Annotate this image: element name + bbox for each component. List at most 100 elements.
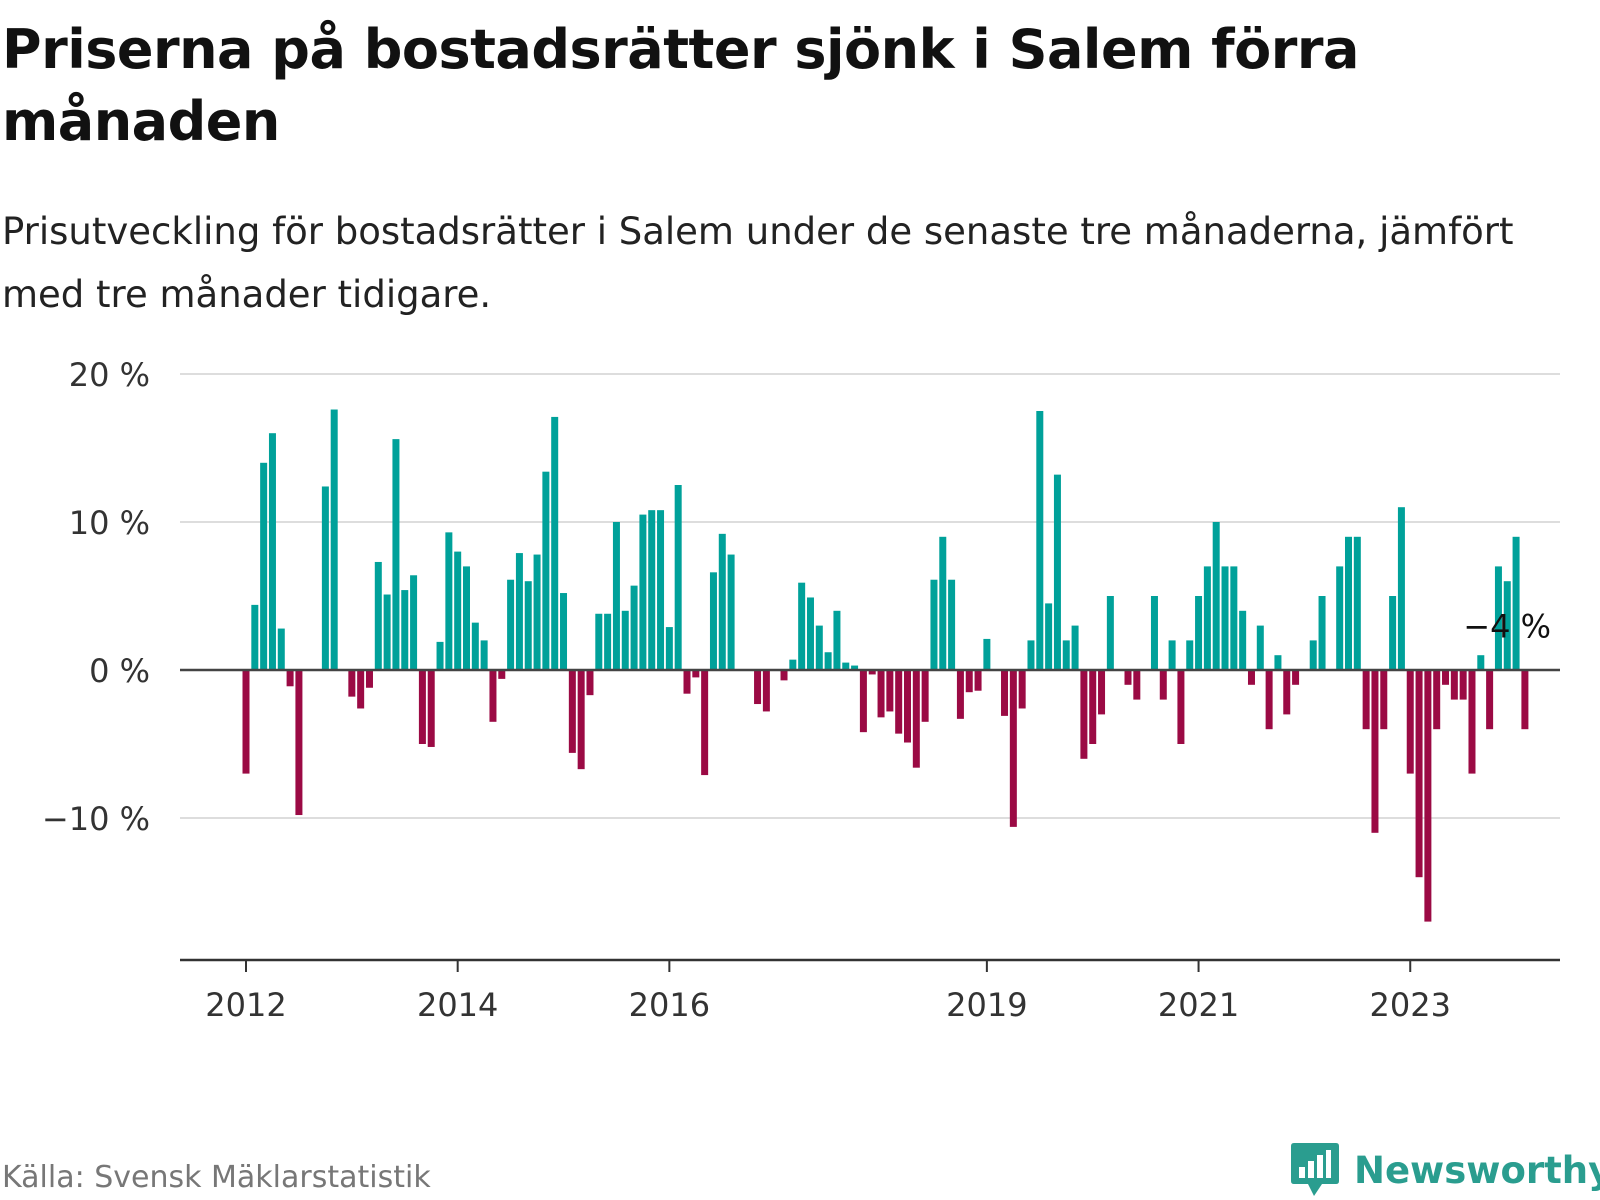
bar xyxy=(798,582,806,670)
bar xyxy=(1459,670,1467,700)
bar xyxy=(833,610,841,670)
bar xyxy=(1477,655,1485,670)
bar xyxy=(1062,640,1070,670)
bar xyxy=(1221,566,1229,670)
bars xyxy=(242,409,1529,922)
bar xyxy=(665,627,673,670)
grid-lines xyxy=(180,373,1560,819)
bar xyxy=(568,670,576,753)
bar xyxy=(780,670,788,681)
bar xyxy=(427,670,435,747)
x-axis-ticks: 2012 2014 2016 2019 2021 2023 xyxy=(205,960,1451,1024)
bar xyxy=(383,594,391,670)
bar xyxy=(401,590,409,670)
bar xyxy=(1424,670,1432,922)
bar xyxy=(1442,670,1450,685)
bar xyxy=(295,670,303,816)
bar xyxy=(1124,670,1132,685)
bar xyxy=(348,670,356,697)
bar xyxy=(1353,536,1361,670)
bar xyxy=(1009,670,1017,827)
y-tick-label: 0 % xyxy=(89,652,150,690)
bar xyxy=(365,670,373,688)
bar xyxy=(577,670,585,770)
bar xyxy=(912,670,920,768)
source-note: Källa: Svensk Mäklarstatistik xyxy=(2,1160,431,1195)
bar xyxy=(489,670,497,722)
bar xyxy=(1053,474,1061,670)
bar xyxy=(560,593,568,670)
bar xyxy=(1274,655,1282,670)
bar xyxy=(718,533,726,670)
bar xyxy=(1406,670,1414,774)
bar xyxy=(1018,670,1026,709)
bar xyxy=(824,652,832,670)
bar xyxy=(877,670,885,718)
bar xyxy=(1195,596,1203,670)
bar xyxy=(1450,670,1458,700)
bar xyxy=(1433,670,1441,730)
bar xyxy=(974,670,982,691)
x-tick-label: 2023 xyxy=(1370,986,1451,1024)
bar xyxy=(948,579,956,670)
bar xyxy=(515,553,523,670)
bar xyxy=(1212,522,1220,670)
bar xyxy=(1468,670,1476,774)
bar xyxy=(1150,596,1158,670)
bar xyxy=(674,485,682,670)
bar xyxy=(1292,670,1300,685)
bar xyxy=(1001,670,1009,716)
bar xyxy=(374,561,382,670)
bar xyxy=(1362,670,1370,730)
bar xyxy=(983,638,991,670)
bar xyxy=(1080,670,1088,759)
bar xyxy=(1283,670,1291,715)
bar xyxy=(392,439,400,670)
bar xyxy=(701,670,709,776)
x-tick-label: 2021 xyxy=(1158,986,1239,1024)
bar xyxy=(1027,640,1035,670)
y-axis-labels: 20 % 10 % 0 % −10 % xyxy=(42,356,150,838)
bar xyxy=(1186,640,1194,670)
bar xyxy=(851,665,859,670)
bar xyxy=(904,670,911,743)
y-tick-label: 20 % xyxy=(69,356,150,394)
bar xyxy=(789,659,797,670)
bar xyxy=(806,597,814,670)
bar xyxy=(1336,566,1344,670)
bar xyxy=(1168,640,1176,670)
bar xyxy=(1159,670,1167,700)
bar xyxy=(639,514,647,670)
bar xyxy=(1503,581,1511,670)
bar xyxy=(551,416,559,670)
bar xyxy=(1371,670,1379,833)
bar xyxy=(842,662,850,670)
bar xyxy=(1512,536,1520,670)
bar xyxy=(859,670,867,733)
bar xyxy=(1036,411,1044,670)
bar xyxy=(480,640,488,670)
bar xyxy=(1345,536,1352,670)
bar xyxy=(260,462,268,670)
bar xyxy=(868,670,876,675)
brand-logo: Newsworthy xyxy=(1290,1140,1600,1200)
bar xyxy=(727,554,735,670)
bar xyxy=(1106,596,1114,670)
bar xyxy=(1486,670,1494,730)
bar xyxy=(930,579,938,670)
bar-chart: 20 % 10 % 0 % −10 % 2012 2014 2016 2019 2021 202… xyxy=(42,356,1560,1024)
bar xyxy=(1318,596,1326,670)
bar xyxy=(1247,670,1255,685)
bar xyxy=(1089,670,1097,744)
bar xyxy=(648,510,656,670)
chart-subtitle: Prisutveckling för bostadsrätter i Salem… xyxy=(2,210,1514,316)
bar xyxy=(956,670,964,719)
bar xyxy=(586,670,594,696)
y-tick-label: −10 % xyxy=(42,800,150,838)
bar xyxy=(242,670,250,774)
bar xyxy=(1389,596,1397,670)
bar xyxy=(1239,610,1247,670)
bar xyxy=(709,572,717,670)
bar xyxy=(1494,566,1502,670)
bar xyxy=(612,522,620,670)
